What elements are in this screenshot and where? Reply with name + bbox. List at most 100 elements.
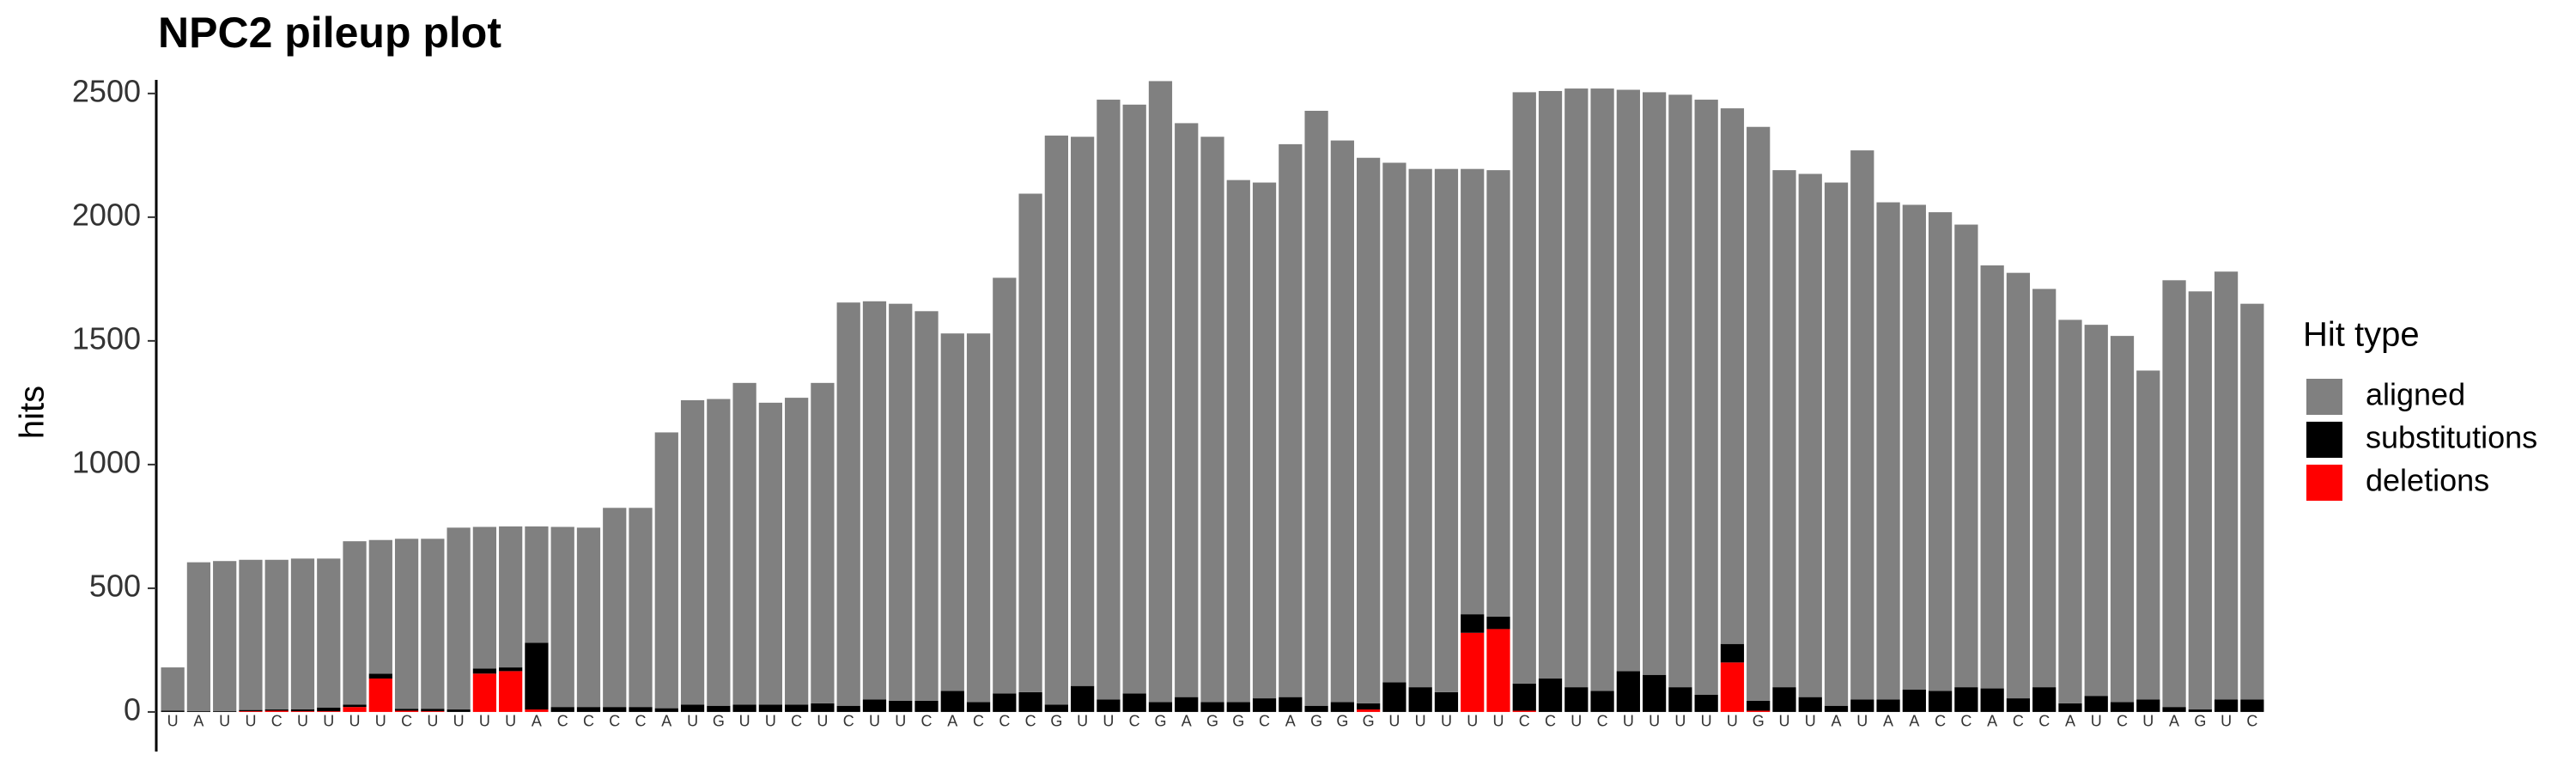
bar-segment (1461, 614, 1485, 633)
bar-segment (499, 526, 523, 668)
bar-segment (2006, 272, 2031, 699)
bar-segment (343, 704, 367, 708)
bar-segment (213, 711, 237, 712)
bar-segment (1175, 123, 1199, 697)
bar-segment (2240, 303, 2264, 700)
bar-segment (343, 707, 367, 712)
x-tick-label: A (1987, 713, 1997, 730)
x-tick-label: U (1778, 713, 1789, 730)
bar-segment (1512, 683, 1536, 711)
x-tick-label: C (843, 713, 854, 730)
x-tick-label: C (1545, 713, 1556, 730)
x-tick-label: U (765, 713, 776, 730)
bar-segment (2032, 289, 2057, 688)
bar-segment (862, 699, 887, 712)
x-tick-label: A (193, 713, 204, 730)
x-tick-label: C (1519, 713, 1530, 730)
bar-segment (1980, 265, 2004, 689)
x-tick-label: C (635, 713, 647, 730)
y-tick-label: 2000 (72, 197, 141, 232)
bar-segment (1486, 629, 1510, 712)
bar-segment (1616, 89, 1640, 672)
x-tick-label: U (1649, 713, 1660, 730)
legend-title: Hit type (2303, 316, 2420, 354)
bar-segment (1357, 703, 1381, 710)
bar-segment (811, 703, 835, 712)
bar-segment (421, 539, 445, 709)
bar-segment (472, 526, 497, 669)
bar-segment (707, 705, 731, 712)
x-tick-label: U (427, 713, 438, 730)
x-tick-label: A (1832, 713, 1842, 730)
bar-segment (2214, 699, 2239, 712)
bar-segment (550, 526, 574, 708)
x-tick-label: U (817, 713, 828, 730)
bar-segment (836, 302, 860, 706)
bar-segment (2110, 336, 2135, 703)
x-tick-label: U (1077, 713, 1088, 730)
bar-segment (1071, 137, 1095, 686)
bar-segment (1798, 697, 1822, 712)
bar-segment (1330, 702, 1354, 712)
bar-segment (1747, 126, 1771, 701)
bar-segment (889, 700, 913, 712)
x-tick-label: C (1960, 713, 1971, 730)
legend-key (2306, 465, 2342, 501)
bar-segment (264, 710, 289, 712)
bar-segment (2136, 370, 2160, 700)
x-tick-label: G (1050, 713, 1062, 730)
bar-segment (1018, 193, 1042, 692)
x-tick-label: G (1206, 713, 1218, 730)
bar-segment (1461, 632, 1485, 712)
x-tick-label: U (2142, 713, 2154, 730)
bar-segment (1357, 157, 1381, 703)
bar-segment (1980, 688, 2004, 712)
x-tick-label: U (1492, 713, 1504, 730)
bar-segment (1382, 162, 1406, 683)
bar-segment (1226, 702, 1250, 712)
bar-segment (1408, 687, 1432, 712)
bar-segment (1694, 100, 1718, 695)
bar-segment (993, 693, 1017, 712)
bar-segment (447, 709, 471, 712)
bar-segment (1434, 168, 1459, 692)
x-tick-label: U (2091, 713, 2102, 730)
bar-segment (1279, 143, 1303, 697)
bar-segment (1954, 687, 1978, 712)
x-tick-label: G (1310, 713, 1322, 730)
x-tick-label: G (1232, 713, 1244, 730)
bar-segment (2032, 687, 2057, 712)
bar-segment (1902, 689, 1926, 712)
bar-segment (2058, 320, 2082, 703)
bar-segment (368, 539, 392, 674)
bar-segment (603, 707, 627, 712)
x-tick-label: C (921, 713, 933, 730)
bar-segment (603, 508, 627, 708)
y-tick-label: 1000 (72, 444, 141, 479)
x-tick-label: C (2246, 713, 2257, 730)
x-tick-label: G (1363, 713, 1375, 730)
x-tick-label: C (999, 713, 1010, 730)
x-tick-label: C (1935, 713, 1946, 730)
x-tick-label: C (609, 713, 620, 730)
x-tick-label: C (1597, 713, 1608, 730)
bar-segment (1200, 702, 1224, 712)
bar-segment (1668, 687, 1692, 712)
bar-segment (1720, 108, 1745, 644)
bar-segment (732, 382, 756, 705)
bar-segment (629, 707, 653, 712)
x-tick-label: U (245, 713, 256, 730)
bar-segment (2136, 699, 2160, 712)
bar-segment (1097, 699, 1121, 712)
bar-segment (1616, 671, 1640, 712)
bar-segment (1512, 710, 1536, 712)
x-tick-label: G (713, 713, 725, 730)
bar-segment (1928, 691, 1953, 712)
bar-segment (1538, 90, 1563, 679)
bar-segment (1928, 212, 1953, 691)
bar-segment (472, 668, 497, 674)
bar-segment (1486, 617, 1510, 630)
bar-segment (758, 704, 783, 712)
bar-segment (785, 704, 809, 712)
bar-segment (1850, 699, 1874, 712)
